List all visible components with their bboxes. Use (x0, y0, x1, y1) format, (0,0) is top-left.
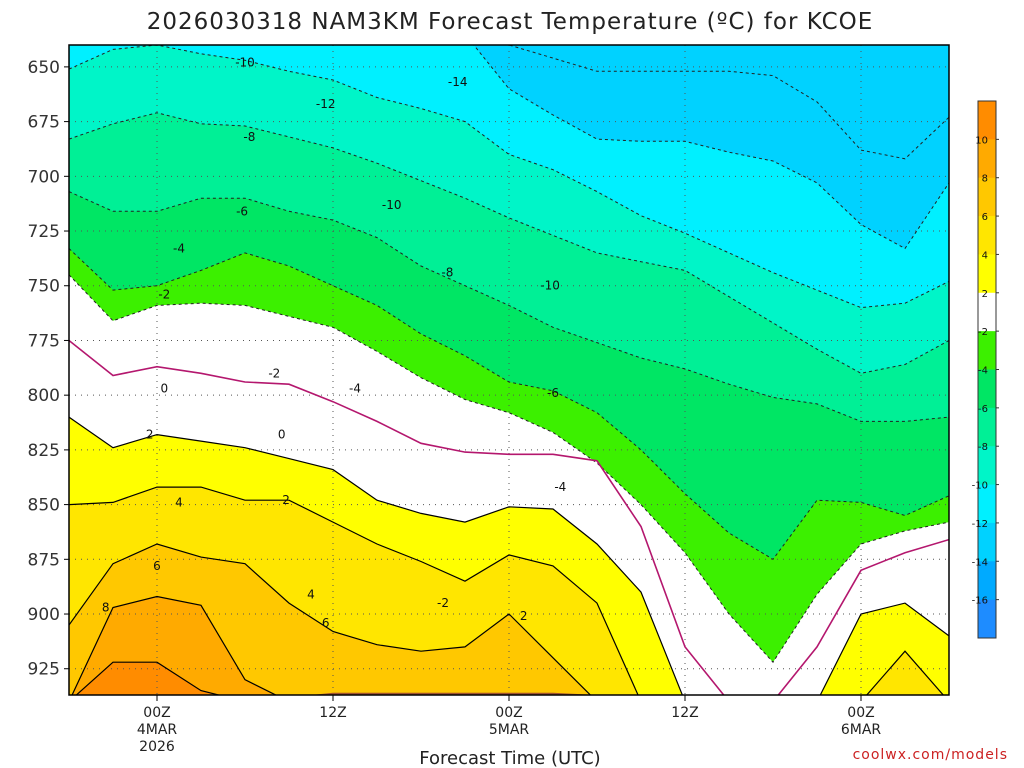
colorbar-tick-label: -2 (978, 327, 988, 338)
isotherm-2 (69, 416, 949, 695)
colorbar-tick-label: -16 (972, 596, 988, 607)
contour-label: 0 (161, 382, 169, 396)
y-tick-label: 775 (28, 331, 60, 351)
contour-label: -4 (173, 242, 185, 256)
y-tick-label: 700 (28, 167, 60, 187)
x-tick-label: 2026 (139, 739, 175, 755)
colorbar-swatch-9 (978, 446, 996, 486)
plot-content: -10 -12 -14 -8 -10 -6 -8 -10 -4 -6 -4 -4 -2 -2 -2 2 0 0 2 4… (69, 45, 949, 695)
contour-label: 2 (146, 428, 154, 442)
isotherm-8 (71, 595, 278, 695)
y-tick-label: 850 (28, 496, 60, 516)
contour-label: -12 (316, 97, 336, 111)
y-tick-label: 875 (28, 550, 60, 570)
colorbar-tick-label: 8 (982, 174, 988, 185)
contour-label: -2 (437, 596, 449, 610)
contour-label: -10 (235, 56, 255, 70)
x-tick-label: 00Z (847, 705, 874, 721)
y-tick-label: 925 (28, 660, 60, 680)
colorbar-swatch-2 (978, 177, 996, 217)
contour-label: -4 (349, 382, 361, 396)
colorbar-tick-label: -6 (978, 404, 988, 415)
colorbar-tick-label: -10 (972, 481, 988, 492)
colorbar-swatch-8 (978, 407, 996, 447)
isotherm-4 (69, 486, 945, 695)
isotherm--6 (69, 191, 949, 422)
x-axis-title: Forecast Time (UTC) (419, 748, 600, 768)
contour-label: 4 (175, 495, 183, 509)
x-tick-label: 6MAR (841, 722, 882, 738)
contour-label: 2 (282, 493, 290, 507)
x-tick-label: 5MAR (489, 722, 530, 738)
axes: 65067570072575077580082585087590092500Z4… (28, 58, 882, 755)
contour-label: 8 (102, 600, 110, 614)
x-tick-label: 00Z (143, 705, 170, 721)
chart-title: 2026030318 NAM3KM Forecast Temperature (… (147, 9, 874, 35)
x-tick-label: 4MAR (137, 722, 178, 738)
colorbar-tick-label: -4 (978, 366, 988, 377)
contour-label: -4 (554, 480, 566, 494)
plot-area: -10 -12 -14 -8 -10 -6 -8 -10 -4 -6 -4 -4 -2 -2 -2 2 0 0 2 4… (68, 44, 950, 696)
colorbar-swatch-13 (978, 599, 996, 639)
contour-label: 2 (520, 609, 528, 623)
y-tick-label: 675 (28, 113, 60, 133)
contour-label: 4 (307, 587, 315, 601)
colorbar-tick-label: -12 (972, 519, 988, 530)
x-tick-label: 00Z (495, 705, 522, 721)
colorbar-swatch-12 (978, 561, 996, 601)
isotherm-6 (69, 543, 592, 695)
isotherm--8 (69, 112, 949, 374)
credit-text: coolwx.com/models (853, 747, 1008, 763)
contour-label: 0 (278, 428, 286, 442)
colorbar-tick-label: 6 (982, 212, 988, 223)
colorbar-swatch-0 (978, 101, 996, 140)
contour-label: -8 (243, 130, 255, 144)
colorbar-tick-label: -8 (978, 442, 988, 453)
colorbar-swatch-4 (978, 254, 996, 294)
colorbar-tick-label: 10 (975, 135, 988, 146)
colorbar-tick-label: 4 (982, 250, 988, 261)
colorbar-swatch-7 (978, 369, 996, 409)
contour-label: -6 (547, 386, 559, 400)
y-tick-label: 825 (28, 441, 60, 461)
colorbar-swatch-1 (978, 139, 996, 179)
y-tick-label: 900 (28, 605, 60, 625)
colorbar-tick-label: -14 (972, 557, 988, 568)
contour-label: -8 (441, 266, 453, 280)
colorbar: -16 -14 -12 -10 -8 -6 -4 -2 2 4 6 8 10 (972, 100, 999, 639)
y-tick-label: 800 (28, 386, 60, 406)
isotherm--4 (69, 248, 949, 560)
contour-label: -2 (158, 287, 170, 301)
colorbar-swatch-10 (978, 484, 996, 524)
contour-label: 6 (153, 559, 161, 573)
contour-label: -10 (382, 198, 402, 212)
isotherm--10 (69, 45, 949, 309)
contour-label: -2 (268, 366, 280, 380)
y-tick-label: 750 (28, 277, 60, 297)
contour-label: 6 (322, 616, 330, 630)
colorbar-swatch-6 (978, 331, 996, 370)
contour-label: -6 (236, 204, 248, 218)
fill-band-above-10 (76, 662, 219, 695)
y-tick-label: 725 (28, 222, 60, 242)
contour-label: -10 (540, 279, 560, 293)
colorbar-tick-label: 2 (982, 289, 988, 300)
x-tick-label: 12Z (671, 705, 698, 721)
contour-label: -14 (448, 75, 468, 89)
colorbar-swatch-3 (978, 216, 996, 255)
x-tick-label: 12Z (319, 705, 346, 721)
colorbar-swatch-11 (978, 522, 996, 562)
y-tick-label: 650 (28, 58, 60, 78)
isotherm-0 (69, 339, 949, 695)
isotherm--14 (507, 45, 949, 160)
colorbar-swatch-5 (978, 292, 996, 332)
isotherm--2 (69, 274, 949, 664)
